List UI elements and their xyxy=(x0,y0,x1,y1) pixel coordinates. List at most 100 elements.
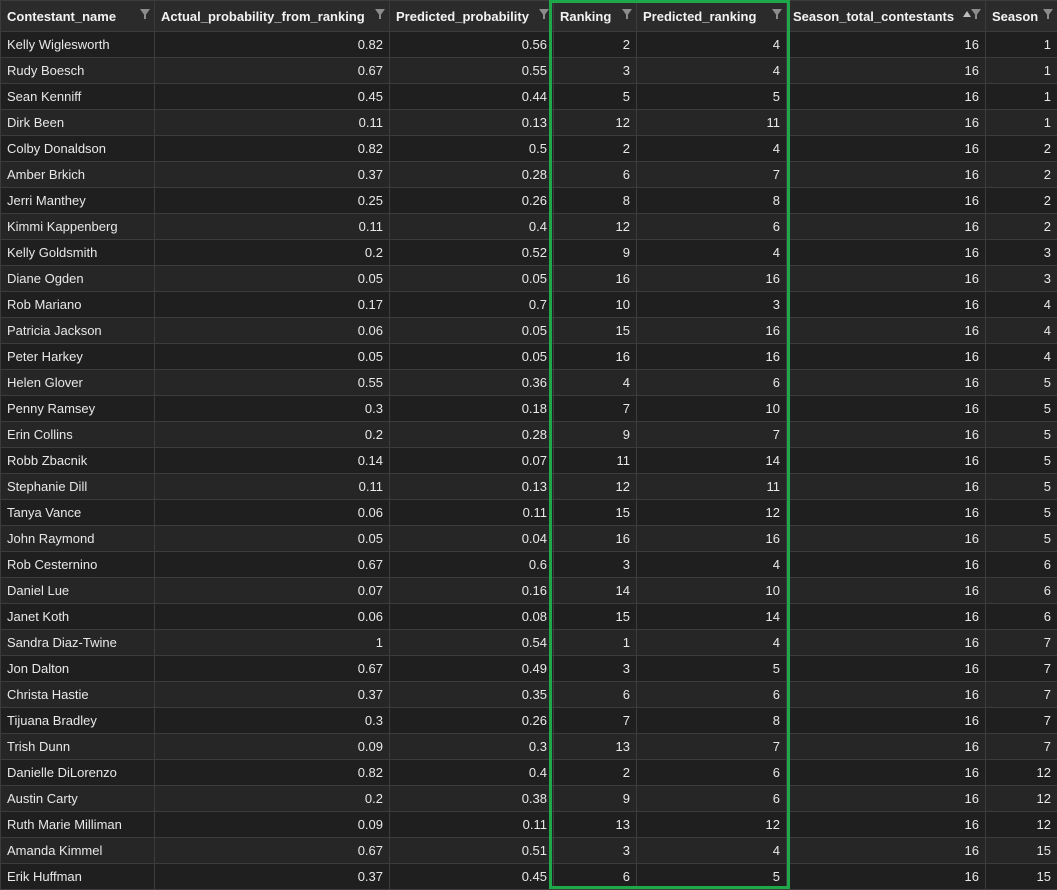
cell-ranking[interactable]: 10 xyxy=(554,292,637,318)
cell-contestant-name[interactable]: Kimmi Kappenberg xyxy=(1,214,155,240)
cell-predicted-probability[interactable]: 0.13 xyxy=(390,110,554,136)
cell-actual-probability-from-ranking[interactable]: 0.67 xyxy=(155,656,390,682)
cell-contestant-name[interactable]: Peter Harkey xyxy=(1,344,155,370)
cell-predicted-probability[interactable]: 0.49 xyxy=(390,656,554,682)
cell-predicted-probability[interactable]: 0.44 xyxy=(390,84,554,110)
cell-predicted-ranking[interactable]: 7 xyxy=(637,734,787,760)
cell-predicted-probability[interactable]: 0.11 xyxy=(390,500,554,526)
cell-predicted-ranking[interactable]: 8 xyxy=(637,188,787,214)
cell-contestant-name[interactable]: Rudy Boesch xyxy=(1,58,155,84)
cell-season-total-contestants[interactable]: 16 xyxy=(787,318,986,344)
cell-actual-probability-from-ranking[interactable]: 0.2 xyxy=(155,422,390,448)
column-header-predicted-probability[interactable]: Predicted_probability xyxy=(390,1,554,32)
cell-season[interactable]: 6 xyxy=(986,604,1057,630)
cell-actual-probability-from-ranking[interactable]: 0.06 xyxy=(155,318,390,344)
cell-actual-probability-from-ranking[interactable]: 0.07 xyxy=(155,578,390,604)
cell-predicted-probability[interactable]: 0.38 xyxy=(390,786,554,812)
cell-predicted-probability[interactable]: 0.04 xyxy=(390,526,554,552)
cell-ranking[interactable]: 15 xyxy=(554,318,637,344)
cell-actual-probability-from-ranking[interactable]: 0.37 xyxy=(155,864,390,890)
cell-season-total-contestants[interactable]: 16 xyxy=(787,396,986,422)
cell-contestant-name[interactable]: Daniel Lue xyxy=(1,578,155,604)
column-header-contestant-name[interactable]: Contestant_name xyxy=(1,1,155,32)
cell-season-total-contestants[interactable]: 16 xyxy=(787,578,986,604)
cell-season[interactable]: 5 xyxy=(986,500,1057,526)
cell-season-total-contestants[interactable]: 16 xyxy=(787,84,986,110)
cell-contestant-name[interactable]: Trish Dunn xyxy=(1,734,155,760)
cell-season[interactable]: 3 xyxy=(986,266,1057,292)
cell-predicted-ranking[interactable]: 11 xyxy=(637,474,787,500)
cell-season[interactable]: 15 xyxy=(986,838,1057,864)
cell-predicted-probability[interactable]: 0.55 xyxy=(390,58,554,84)
cell-season[interactable]: 5 xyxy=(986,474,1057,500)
cell-ranking[interactable]: 6 xyxy=(554,682,637,708)
cell-actual-probability-from-ranking[interactable]: 0.05 xyxy=(155,526,390,552)
filter-icon[interactable] xyxy=(539,9,549,16)
cell-season-total-contestants[interactable]: 16 xyxy=(787,708,986,734)
cell-actual-probability-from-ranking[interactable]: 0.67 xyxy=(155,838,390,864)
cell-contestant-name[interactable]: Helen Glover xyxy=(1,370,155,396)
cell-predicted-probability[interactable]: 0.35 xyxy=(390,682,554,708)
cell-predicted-ranking[interactable]: 10 xyxy=(637,396,787,422)
cell-ranking[interactable]: 13 xyxy=(554,734,637,760)
cell-predicted-ranking[interactable]: 7 xyxy=(637,162,787,188)
cell-season[interactable]: 7 xyxy=(986,630,1057,656)
cell-actual-probability-from-ranking[interactable]: 0.2 xyxy=(155,786,390,812)
cell-season[interactable]: 5 xyxy=(986,396,1057,422)
cell-contestant-name[interactable]: Danielle DiLorenzo xyxy=(1,760,155,786)
cell-season[interactable]: 12 xyxy=(986,786,1057,812)
cell-actual-probability-from-ranking[interactable]: 0.06 xyxy=(155,604,390,630)
cell-predicted-probability[interactable]: 0.16 xyxy=(390,578,554,604)
cell-season-total-contestants[interactable]: 16 xyxy=(787,500,986,526)
cell-predicted-ranking[interactable]: 16 xyxy=(637,344,787,370)
cell-contestant-name[interactable]: Sandra Diaz-Twine xyxy=(1,630,155,656)
cell-predicted-probability[interactable]: 0.05 xyxy=(390,344,554,370)
cell-predicted-ranking[interactable]: 6 xyxy=(637,682,787,708)
cell-ranking[interactable]: 9 xyxy=(554,786,637,812)
cell-predicted-probability[interactable]: 0.28 xyxy=(390,422,554,448)
column-header-season-total-contestants[interactable]: Season_total_contestants xyxy=(787,1,986,32)
cell-predicted-probability[interactable]: 0.18 xyxy=(390,396,554,422)
cell-contestant-name[interactable]: Stephanie Dill xyxy=(1,474,155,500)
cell-season-total-contestants[interactable]: 16 xyxy=(787,682,986,708)
cell-actual-probability-from-ranking[interactable]: 0.37 xyxy=(155,682,390,708)
cell-actual-probability-from-ranking[interactable]: 0.3 xyxy=(155,708,390,734)
cell-actual-probability-from-ranking[interactable]: 0.82 xyxy=(155,760,390,786)
cell-predicted-ranking[interactable]: 6 xyxy=(637,760,787,786)
cell-season-total-contestants[interactable]: 16 xyxy=(787,32,986,58)
cell-season[interactable]: 2 xyxy=(986,136,1057,162)
cell-ranking[interactable]: 12 xyxy=(554,214,637,240)
cell-predicted-probability[interactable]: 0.08 xyxy=(390,604,554,630)
cell-season-total-contestants[interactable]: 16 xyxy=(787,760,986,786)
cell-contestant-name[interactable]: Erin Collins xyxy=(1,422,155,448)
cell-season[interactable]: 12 xyxy=(986,760,1057,786)
cell-season[interactable]: 5 xyxy=(986,448,1057,474)
cell-actual-probability-from-ranking[interactable]: 0.05 xyxy=(155,266,390,292)
cell-season[interactable]: 7 xyxy=(986,708,1057,734)
cell-predicted-probability[interactable]: 0.11 xyxy=(390,812,554,838)
cell-season[interactable]: 12 xyxy=(986,812,1057,838)
cell-contestant-name[interactable]: Christa Hastie xyxy=(1,682,155,708)
cell-predicted-probability[interactable]: 0.36 xyxy=(390,370,554,396)
cell-season[interactable]: 1 xyxy=(986,84,1057,110)
cell-season[interactable]: 2 xyxy=(986,214,1057,240)
cell-actual-probability-from-ranking[interactable]: 0.82 xyxy=(155,32,390,58)
cell-season-total-contestants[interactable]: 16 xyxy=(787,552,986,578)
cell-ranking[interactable]: 9 xyxy=(554,422,637,448)
cell-ranking[interactable]: 8 xyxy=(554,188,637,214)
cell-predicted-ranking[interactable]: 14 xyxy=(637,448,787,474)
cell-season-total-contestants[interactable]: 16 xyxy=(787,786,986,812)
cell-predicted-ranking[interactable]: 5 xyxy=(637,656,787,682)
